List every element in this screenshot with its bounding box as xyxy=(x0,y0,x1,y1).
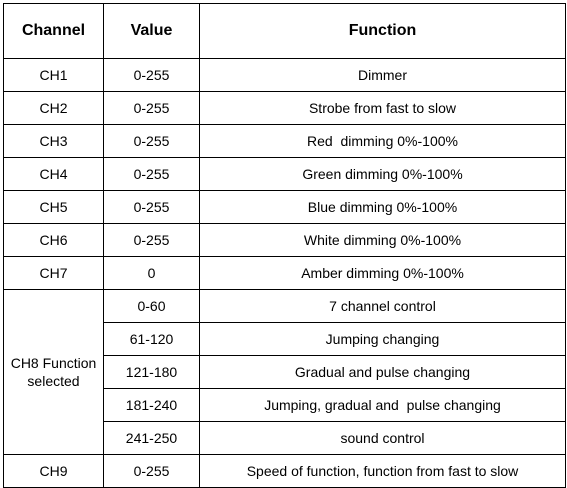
table-row: CH8 Function selected 0-60 7 channel con… xyxy=(3,289,566,455)
function-cell: Speed of function, function from fast to… xyxy=(199,454,566,488)
channel-cell: CH3 xyxy=(3,124,104,158)
value-cell: 61-120 xyxy=(103,322,200,356)
channel-cell: CH2 xyxy=(3,91,104,125)
channel-cell: CH7 xyxy=(3,256,104,290)
value-cell: 0-60 xyxy=(103,289,200,323)
channel-cell: CH6 xyxy=(3,223,104,257)
table-row: 61-120 Jumping changing xyxy=(4,322,566,356)
table-row: CH3 0-255 Red dimming 0%-100% xyxy=(3,124,566,158)
ch8-channel-cell: CH8 Function selected xyxy=(3,289,104,455)
value-cell: 0-255 xyxy=(103,454,200,488)
value-cell: 121-180 xyxy=(103,355,200,389)
value-cell: 0-255 xyxy=(103,58,200,92)
function-cell: Gradual and pulse changing xyxy=(199,355,566,389)
table-row: CH6 0-255 White dimming 0%-100% xyxy=(3,223,566,257)
dmx-channel-table: Channel Value Function CH1 0-255 Dimmer … xyxy=(3,3,566,488)
function-cell: 7 channel control xyxy=(199,289,566,323)
table-row: CH1 0-255 Dimmer xyxy=(3,58,566,92)
table-row: 121-180 Gradual and pulse changing xyxy=(4,355,566,389)
value-cell: 0-255 xyxy=(103,223,200,257)
value-cell: 181-240 xyxy=(103,388,200,422)
table-row: CH4 0-255 Green dimming 0%-100% xyxy=(3,157,566,191)
value-cell: 0 xyxy=(103,256,200,290)
table-row: CH2 0-255 Strobe from fast to slow xyxy=(3,91,566,125)
table-row: CH5 0-255 Blue dimming 0%-100% xyxy=(3,190,566,224)
function-cell: White dimming 0%-100% xyxy=(199,223,566,257)
function-cell: Jumping, gradual and pulse changing xyxy=(199,388,566,422)
header-row: Channel Value Function xyxy=(3,3,566,59)
function-cell: Dimmer xyxy=(199,58,566,92)
channel-cell: CH1 xyxy=(3,58,104,92)
value-cell: 0-255 xyxy=(103,190,200,224)
value-cell: 0-255 xyxy=(103,91,200,125)
ch8-channel-line2: selected xyxy=(27,373,80,389)
function-cell: Amber dimming 0%-100% xyxy=(199,256,566,290)
table-row: CH9 0-255 Speed of function, function fr… xyxy=(3,454,566,488)
header-function: Function xyxy=(199,3,566,59)
value-cell: 241-250 xyxy=(103,421,200,455)
ch8-channel-line1: CH8 Function xyxy=(10,355,97,371)
function-cell: Jumping changing xyxy=(199,322,566,356)
value-cell: 0-255 xyxy=(103,124,200,158)
ch8-channel-label: CH8 Function selected xyxy=(11,354,97,390)
value-cell: 0-255 xyxy=(103,157,200,191)
function-cell: Blue dimming 0%-100% xyxy=(199,190,566,224)
function-cell: sound control xyxy=(199,421,566,455)
header-channel: Channel xyxy=(3,3,104,59)
table-row: 181-240 Jumping, gradual and pulse chang… xyxy=(4,388,566,422)
channel-cell: CH4 xyxy=(3,157,104,191)
header-value: Value xyxy=(103,3,200,59)
channel-cell: CH5 xyxy=(3,190,104,224)
function-cell: Red dimming 0%-100% xyxy=(199,124,566,158)
function-cell: Strobe from fast to slow xyxy=(199,91,566,125)
function-cell: Green dimming 0%-100% xyxy=(199,157,566,191)
table-row: CH7 0 Amber dimming 0%-100% xyxy=(3,256,566,290)
channel-cell: CH9 xyxy=(3,454,104,488)
